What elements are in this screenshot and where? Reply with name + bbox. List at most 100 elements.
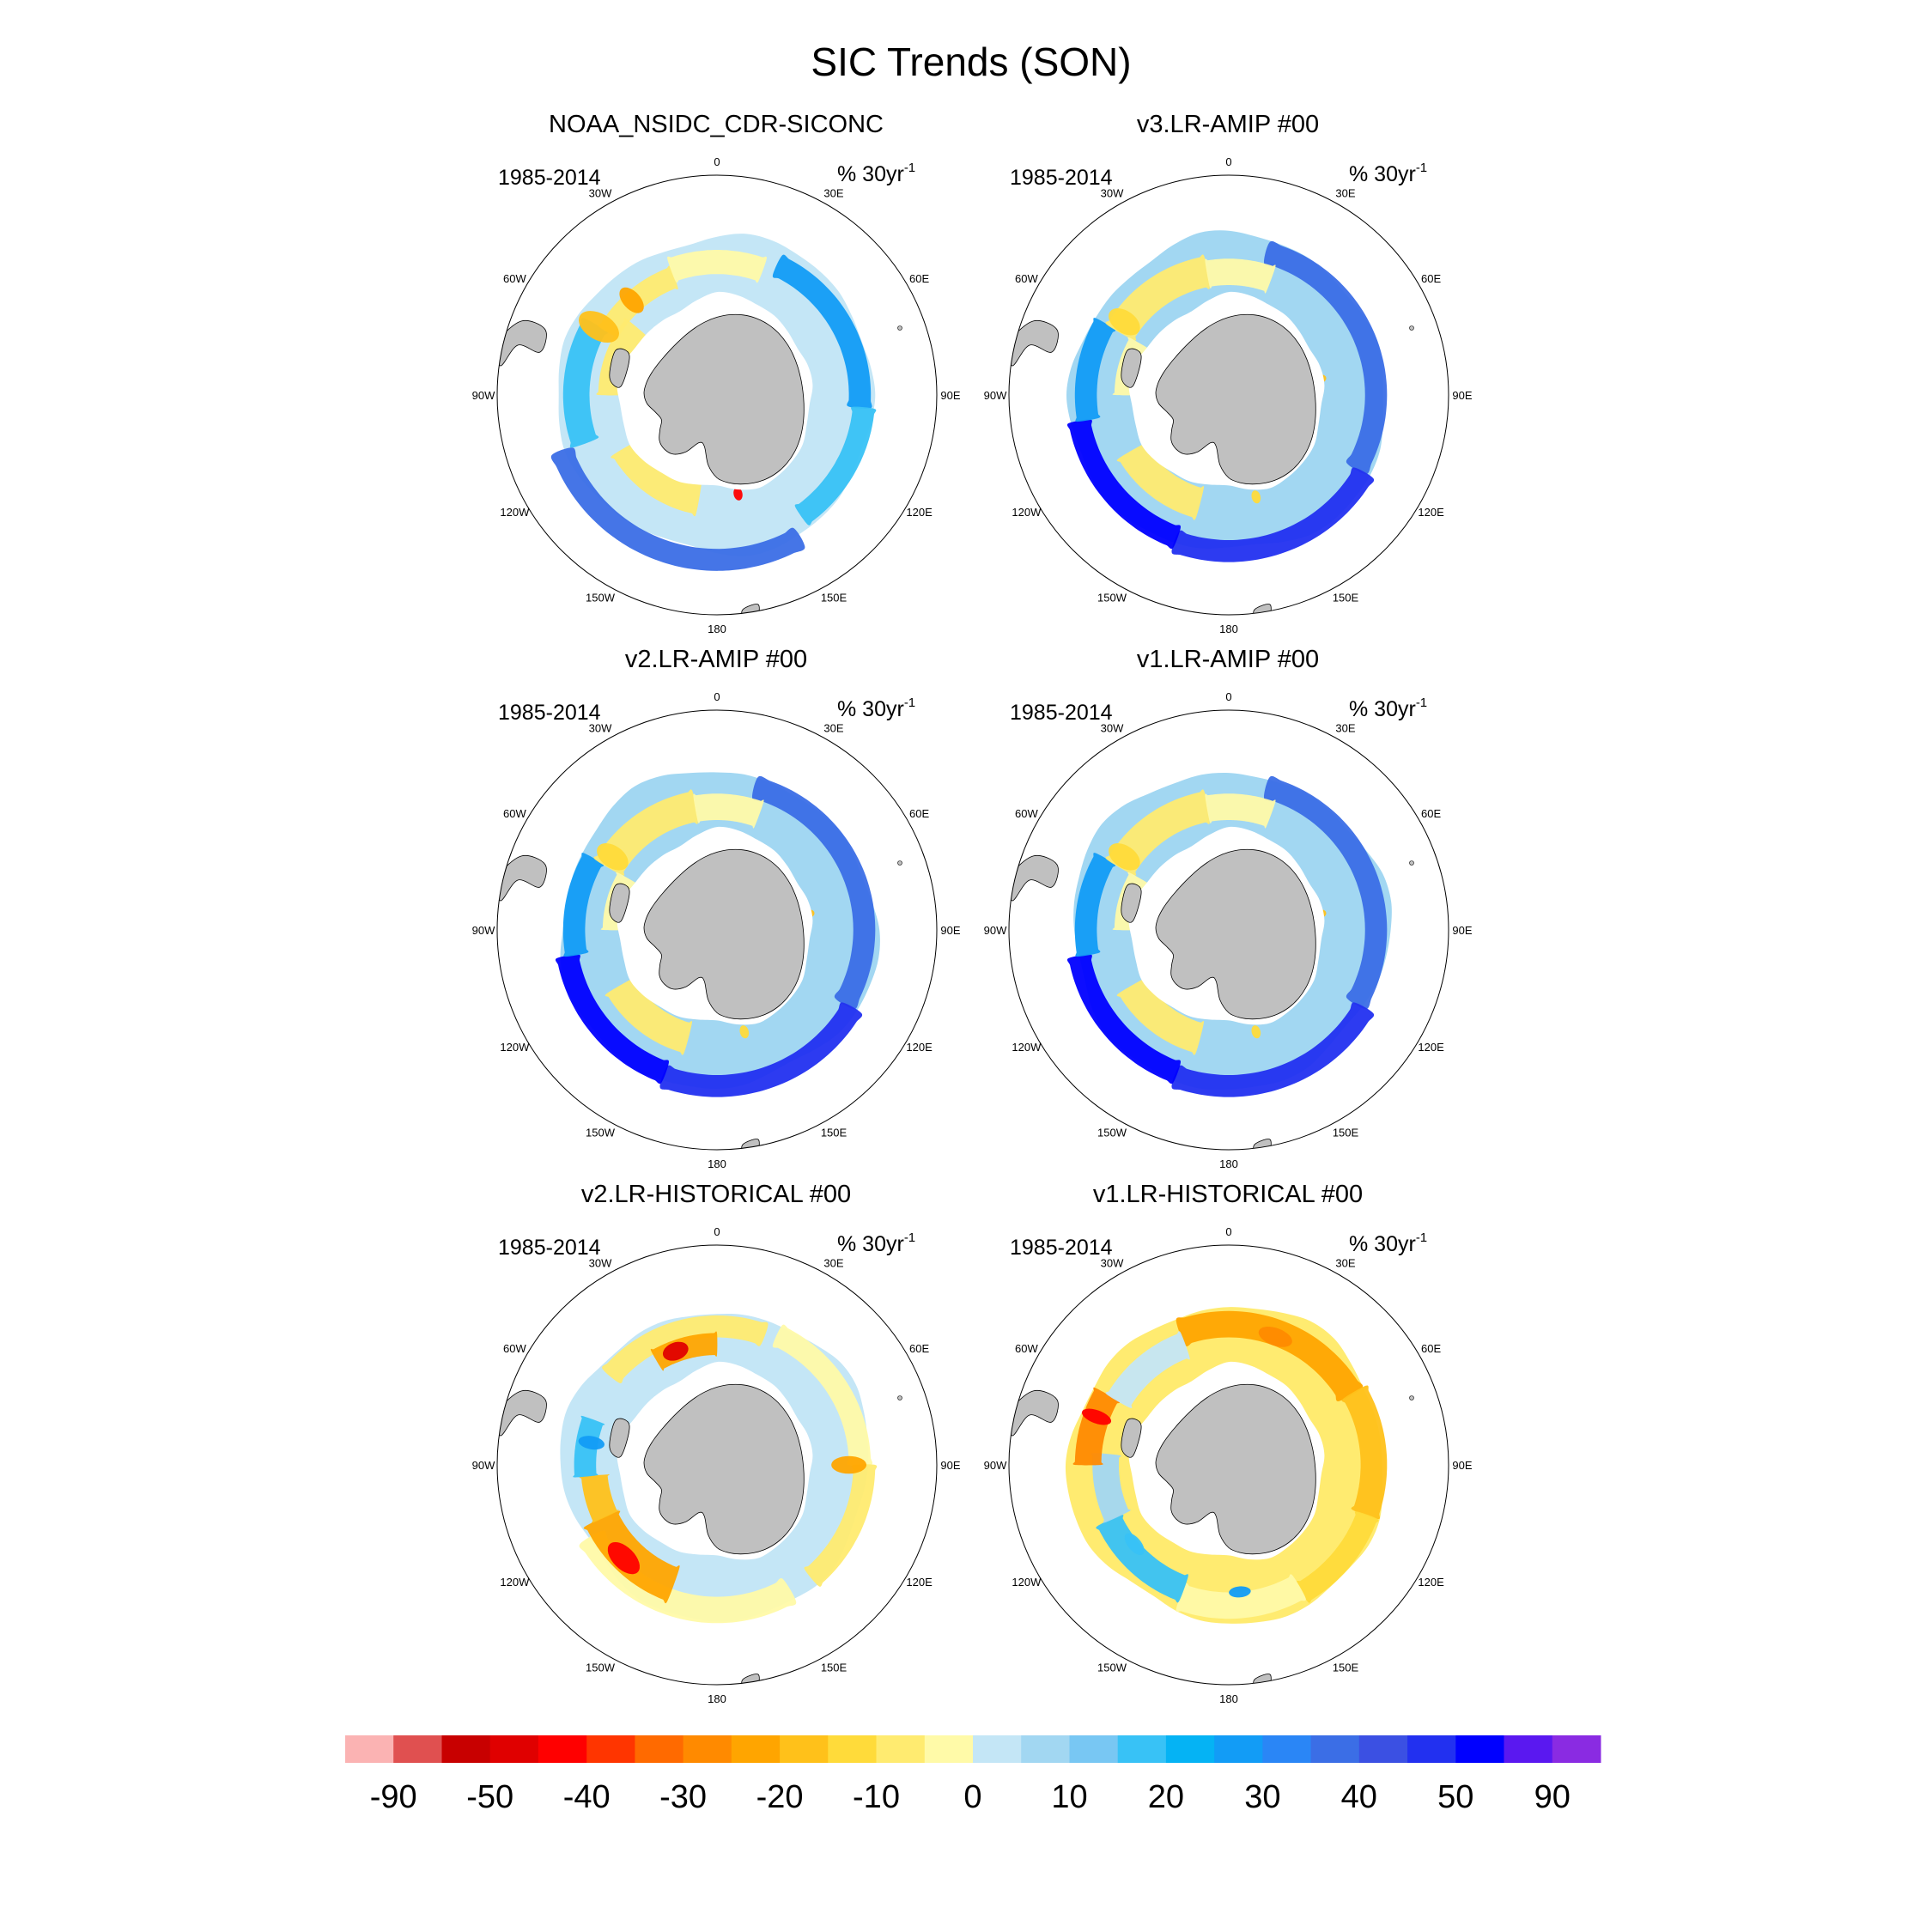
trend-cell bbox=[578, 1436, 605, 1450]
colorbar-swatch bbox=[1310, 1735, 1360, 1763]
longitude-label: 60W bbox=[1015, 807, 1038, 820]
colorbar-swatch bbox=[780, 1735, 829, 1763]
longitude-label: 120W bbox=[500, 506, 530, 519]
panels: NOAA_NSIDC_CDR-SICONC 1985-2014 % 30yr-1 0 3… bbox=[472, 111, 1473, 1705]
trend-band bbox=[804, 1464, 878, 1587]
colorbar-swatch bbox=[1552, 1735, 1601, 1763]
longitude-label: 90E bbox=[940, 1459, 960, 1472]
map-panel: v1.LR-AMIP #00 1985-2014 % 30yr-1 0 30E 60E 90… bbox=[984, 646, 1473, 1170]
period-label: 1985-2014 bbox=[1010, 701, 1113, 725]
longitude-label: 150E bbox=[1333, 1662, 1359, 1674]
longitude-label: 30E bbox=[1335, 1256, 1355, 1269]
trend-band bbox=[1105, 1331, 1190, 1408]
longitude-label: 150E bbox=[1333, 592, 1359, 605]
period-label: 1985-2014 bbox=[498, 166, 601, 190]
trend-band bbox=[693, 793, 764, 829]
longitude-label: 30W bbox=[589, 721, 612, 734]
colorbar-swatch bbox=[1455, 1735, 1504, 1763]
longitude-label: 30W bbox=[1101, 186, 1124, 199]
trend-cell bbox=[607, 1541, 641, 1575]
trend-cell bbox=[619, 287, 644, 313]
trend-band bbox=[602, 1315, 769, 1383]
colorbar-label: 10 bbox=[1051, 1779, 1087, 1815]
antarctica-landmass bbox=[643, 848, 805, 1020]
longitude-label: 120W bbox=[1012, 1576, 1042, 1589]
longitude-label: 180 bbox=[1219, 623, 1238, 635]
trend-cell bbox=[831, 1455, 867, 1474]
antarctic-peninsula bbox=[609, 348, 630, 388]
longitude-label: 180 bbox=[1219, 1157, 1238, 1170]
longitude-label: 150E bbox=[821, 592, 848, 605]
colorbar-swatch bbox=[924, 1735, 974, 1763]
longitude-label: 90W bbox=[472, 924, 495, 937]
panel-title: v2.LR-HISTORICAL #00 bbox=[581, 1181, 851, 1208]
units-label: % 30yr-1 bbox=[1349, 696, 1427, 721]
trend-band bbox=[1297, 1511, 1379, 1603]
longitude-label: 180 bbox=[1219, 1692, 1238, 1705]
colorbar-label: 90 bbox=[1534, 1779, 1571, 1815]
map-field bbox=[497, 1245, 937, 1685]
trend-band bbox=[1263, 240, 1388, 475]
trend-cell bbox=[1109, 308, 1140, 336]
trend-band bbox=[772, 1324, 873, 1466]
units-label: % 30yr-1 bbox=[837, 1230, 915, 1256]
trend-band bbox=[1116, 977, 1204, 1055]
map-field bbox=[1009, 175, 1449, 615]
longitude-label: 60E bbox=[1421, 1342, 1441, 1355]
panel-title: v2.LR-AMIP #00 bbox=[625, 646, 807, 673]
colorbar-swatch bbox=[489, 1735, 539, 1763]
trend-band bbox=[1066, 419, 1182, 550]
antarctica-landmass bbox=[643, 313, 805, 485]
longitude-label: 90E bbox=[940, 389, 960, 402]
longitude-label: 150W bbox=[1097, 592, 1127, 605]
longitude-label: 30E bbox=[823, 186, 843, 199]
south-america-tip bbox=[1009, 320, 1059, 367]
longitude-label: 90W bbox=[984, 1459, 1007, 1472]
longitude-label: 0 bbox=[714, 155, 720, 168]
map-field bbox=[1009, 1245, 1449, 1685]
colorbar-label: -50 bbox=[466, 1779, 513, 1815]
trend-cell bbox=[662, 1341, 689, 1361]
trend-band bbox=[1096, 1515, 1188, 1603]
map-field bbox=[497, 710, 937, 1150]
trend-cell bbox=[1109, 843, 1140, 871]
longitude-label: 90E bbox=[1452, 389, 1472, 402]
map-boundary bbox=[496, 1244, 938, 1686]
colorbar-swatch bbox=[345, 1735, 394, 1763]
trend-band bbox=[579, 1530, 797, 1624]
antarctic-peninsula bbox=[609, 883, 630, 923]
period-label: 1985-2014 bbox=[498, 1236, 601, 1260]
map-boundary bbox=[1008, 709, 1449, 1151]
longitude-label: 90W bbox=[984, 924, 1007, 937]
colorbar-label: 40 bbox=[1341, 1779, 1377, 1815]
trend-band bbox=[550, 447, 805, 571]
longitude-label: 150W bbox=[586, 592, 616, 605]
trend-band bbox=[1171, 1002, 1375, 1097]
colorbar-swatch bbox=[1021, 1735, 1070, 1763]
longitude-label: 180 bbox=[708, 1157, 726, 1170]
kerguelen-island bbox=[897, 325, 902, 331]
kerguelen-island bbox=[1409, 1395, 1414, 1400]
trend-cell bbox=[1251, 490, 1261, 504]
longitude-label: 90W bbox=[472, 1459, 495, 1472]
longitude-label: 60E bbox=[1421, 807, 1441, 820]
colorbar-swatch bbox=[586, 1735, 635, 1763]
trend-band bbox=[579, 1474, 619, 1523]
longitude-label: 120E bbox=[1418, 1041, 1444, 1054]
longitude-label: 150E bbox=[821, 1662, 848, 1674]
longitude-label: 0 bbox=[1225, 690, 1231, 703]
map-panel: v2.LR-AMIP #00 1985-2014 % 30yr-1 0 30E 60E 90… bbox=[472, 646, 961, 1170]
south-america-tip bbox=[497, 320, 547, 367]
trend-band bbox=[1116, 442, 1204, 520]
trend-band bbox=[659, 1002, 863, 1097]
longitude-label: 30W bbox=[1101, 721, 1124, 734]
colorbar-swatch bbox=[731, 1735, 781, 1763]
colorbar-label: -90 bbox=[370, 1779, 417, 1815]
longitude-label: 150W bbox=[586, 1127, 616, 1139]
longitude-label: 60E bbox=[909, 272, 929, 285]
colorbar-label: -10 bbox=[853, 1779, 900, 1815]
trend-band bbox=[751, 775, 876, 1010]
longitude-label: 30E bbox=[1335, 721, 1355, 734]
period-label: 1985-2014 bbox=[1010, 166, 1113, 190]
trend-band bbox=[555, 954, 670, 1084]
